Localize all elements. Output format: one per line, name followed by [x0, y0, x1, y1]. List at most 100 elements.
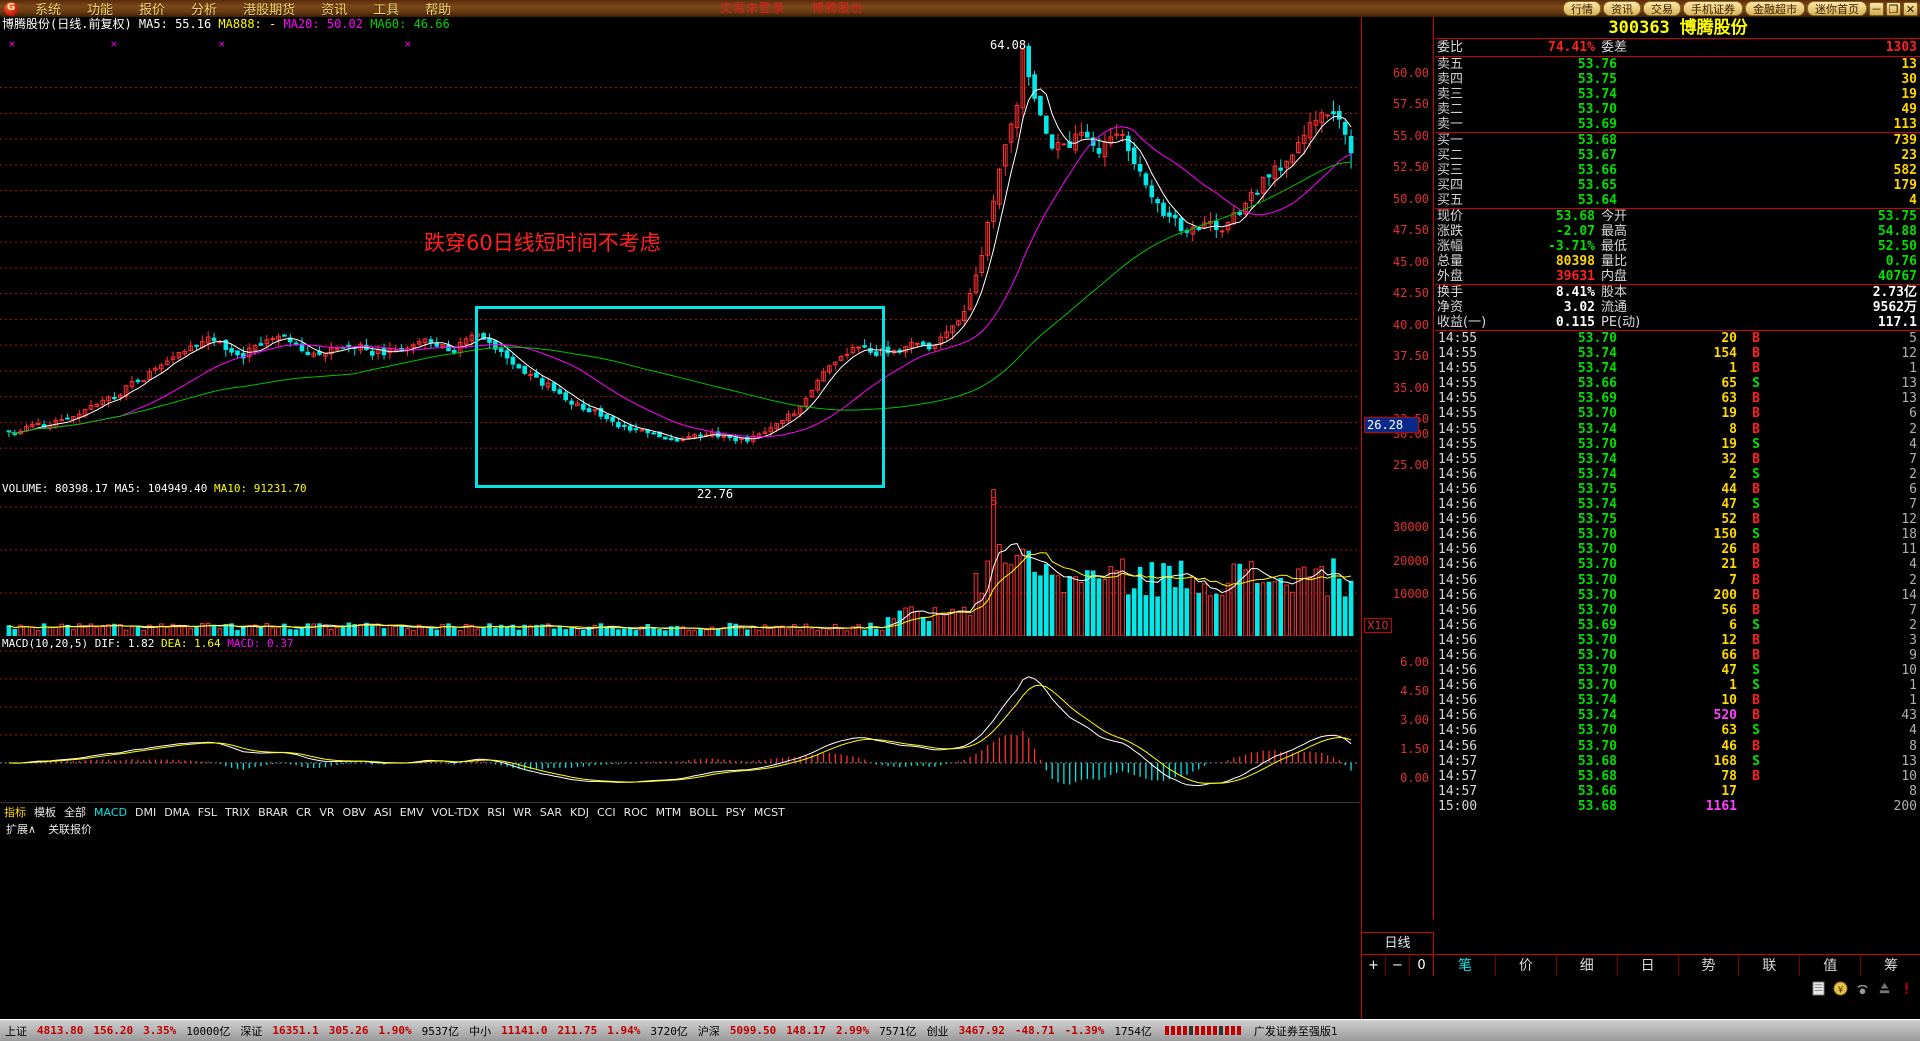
rtab-daily[interactable]: 日 — [1618, 955, 1679, 976]
tick-row[interactable]: 14:56 53.74 10 B 1 — [1435, 693, 1920, 708]
doc-icon[interactable] — [1811, 981, 1826, 996]
indicator-mtm[interactable]: MTM — [655, 805, 682, 819]
tick-row[interactable]: 14:56 53.70 7 B 2 — [1435, 573, 1920, 588]
indicator-rsi[interactable]: RSI — [487, 805, 506, 819]
close-button[interactable]: ✕ — [1903, 1, 1918, 16]
tick-row[interactable]: 14:56 53.74 2 S 2 — [1435, 467, 1920, 482]
tab-mini-home[interactable]: 迷你首页 — [1807, 1, 1867, 16]
indicator-fsl[interactable]: FSL — [197, 805, 217, 819]
indicator-psy[interactable]: PSY — [725, 805, 746, 819]
tick-row[interactable]: 14:55 53.74 32 B 7 — [1435, 452, 1920, 467]
rtab-value[interactable]: 值 — [1800, 955, 1862, 976]
tick-row[interactable]: 14:56 53.70 46 B 8 — [1435, 739, 1920, 754]
tick-row[interactable]: 14:55 53.66 65 S 13 — [1435, 376, 1920, 391]
tick-row[interactable]: 14:55 53.74 1 B 1 — [1435, 361, 1920, 376]
menu-item-hk-futures[interactable]: 港股期货 — [243, 3, 296, 18]
tick-row[interactable]: 14:56 53.74 47 S 7 — [1435, 497, 1920, 512]
indicator-cr[interactable]: CR — [296, 805, 312, 819]
ask-row[interactable]: 卖五 53.76 13 — [1435, 57, 1920, 72]
tick-row[interactable]: 14:57 53.68 78 B 10 — [1435, 769, 1920, 784]
period-selector[interactable]: 日线 — [1362, 932, 1434, 954]
template-label[interactable]: 模板 — [34, 805, 56, 819]
tick-row[interactable]: 14:56 53.75 52 B 12 — [1435, 512, 1920, 527]
tick-row[interactable]: 14:56 53.70 47 S 10 — [1435, 663, 1920, 678]
bid-row[interactable]: 买三 53.66 582 — [1435, 163, 1920, 178]
macd-pane[interactable]: MACD(10,20,5) DIF: 1.82 DEA: 1.64 MACD: … — [0, 636, 1360, 804]
zoom-controls[interactable]: + − 0 — [1362, 954, 1434, 976]
rtab-linked[interactable]: 联 — [1739, 955, 1801, 976]
bid-row[interactable]: 买五 53.64 4 — [1435, 193, 1920, 208]
menu-item-news[interactable]: 资讯 — [321, 3, 348, 18]
tick-row[interactable]: 15:00 53.68 1161 200 — [1435, 799, 1920, 814]
menu-item-function[interactable]: 功能 — [87, 3, 114, 18]
menu-item-system[interactable]: 系统 — [35, 3, 62, 18]
tick-list[interactable]: 14:55 53.70 20 B 5 14:55 53.74 154 B 12 14:55 53.74… — [1435, 331, 1920, 814]
ask-row[interactable]: 卖四 53.75 30 — [1435, 72, 1920, 87]
indicator-dma[interactable]: DMA — [164, 805, 190, 819]
rtab-trend[interactable]: 势 — [1679, 955, 1740, 976]
minimize-button[interactable]: － — [1869, 1, 1884, 16]
indicator-dmi[interactable]: DMI — [134, 805, 157, 819]
indicator-sar[interactable]: SAR — [539, 805, 563, 819]
tab-mobile-securities[interactable]: 手机证券 — [1683, 1, 1743, 16]
indicator-kdj[interactable]: KDJ — [570, 805, 589, 819]
indicator-emv[interactable]: EMV — [399, 805, 424, 819]
signal-icon[interactable] — [1855, 981, 1870, 996]
tick-row[interactable]: 14:55 53.74 154 B 12 — [1435, 346, 1920, 361]
tick-row[interactable]: 14:56 53.74 520 B 43 — [1435, 708, 1920, 723]
indicator-vol-tdx[interactable]: VOL-TDX — [431, 805, 480, 819]
zoom-reset-button[interactable]: 0 — [1417, 958, 1426, 973]
zoom-out-button[interactable]: − — [1386, 955, 1410, 976]
indicator-all[interactable]: 全部 — [64, 805, 86, 819]
tab-market[interactable]: 行情 — [1563, 1, 1601, 16]
menu-item-tools[interactable]: 工具 — [373, 3, 400, 18]
rtab-ticks[interactable]: 笔 — [1435, 955, 1496, 976]
right-quote-panel[interactable]: 60.00 57.50 55.00 52.50 50.00 47.50 45.0… — [1361, 17, 1920, 1020]
tick-row[interactable]: 14:55 53.69 63 B 13 — [1435, 391, 1920, 406]
rtab-chips[interactable]: 筹 — [1884, 958, 1899, 974]
upload-icon[interactable] — [1877, 981, 1892, 996]
tick-row[interactable]: 14:56 53.69 6 S 2 — [1435, 618, 1920, 633]
linked-quote-button[interactable]: 关联报价 — [48, 823, 93, 836]
indicator-macd[interactable]: MACD — [94, 805, 127, 819]
ask-row[interactable]: 卖一 53.69 113 — [1435, 117, 1920, 132]
chart-area[interactable]: × × × × 跌穿60日线短时间不考虑 64.08 22.76 VOLUME: 80… — [0, 31, 1360, 821]
tick-row[interactable]: 14:55 53.70 20 B 5 — [1435, 331, 1920, 346]
tick-row[interactable]: 14:56 53.70 63 S 4 — [1435, 723, 1920, 738]
alert-icon[interactable] — [1899, 981, 1914, 996]
tab-financial-mall[interactable]: 金融超市 — [1745, 1, 1805, 16]
expand-button[interactable]: 扩展∧ — [6, 823, 37, 836]
tick-row[interactable]: 14:55 53.70 19 B 6 — [1435, 406, 1920, 421]
indicator-toolbar[interactable]: 指标 模板 全部 MACD DMI DMA FSL TRIX BRAR CR V… — [0, 802, 1361, 821]
menu-item-quote[interactable]: 报价 — [139, 3, 166, 18]
menu-item-help[interactable]: 帮助 — [425, 3, 452, 18]
tick-row[interactable]: 14:57 53.68 168 S 13 — [1435, 754, 1920, 769]
rtab-price[interactable]: 价 — [1496, 955, 1557, 976]
ask-row[interactable]: 卖二 53.70 49 — [1435, 102, 1920, 117]
restore-button[interactable]: ❐ — [1886, 1, 1901, 16]
volume-pane[interactable]: VOLUME: 80398.17 MA5: 104949.40 MA10: 91… — [0, 481, 1360, 637]
tick-row[interactable]: 14:56 53.70 21 B 4 — [1435, 557, 1920, 572]
zoom-in-button[interactable]: + — [1362, 955, 1386, 976]
tick-row[interactable]: 14:56 53.70 1 S 1 — [1435, 678, 1920, 693]
extension-toolbar[interactable]: 扩展∧ 关联报价 — [0, 821, 1361, 837]
menu-item-analysis[interactable]: 分析 — [191, 3, 218, 18]
indicator-roc[interactable]: ROC — [623, 805, 648, 819]
indicator-cci[interactable]: CCI — [596, 805, 616, 819]
indicator-wr[interactable]: WR — [513, 805, 532, 819]
tick-row[interactable]: 14:56 53.70 66 B 9 — [1435, 648, 1920, 663]
indicator-vr[interactable]: VR — [319, 805, 335, 819]
status-bar[interactable]: 上证 4813.80 156.20 3.35% 10000亿 深证 16351.1 305.2… — [0, 1019, 1920, 1041]
tick-row[interactable]: 14:56 53.70 12 B 3 — [1435, 633, 1920, 648]
rtab-detail[interactable]: 细 — [1557, 955, 1618, 976]
right-panel-tabs[interactable]: 笔 价 细 日 势 联 值 筹 — [1435, 954, 1920, 976]
tab-news[interactable]: 资讯 — [1603, 1, 1641, 16]
indicator-obv[interactable]: OBV — [342, 805, 366, 819]
tick-row[interactable]: 14:56 53.70 200 B 14 — [1435, 588, 1920, 603]
indicator-mcst[interactable]: MCST — [753, 805, 785, 819]
tick-row[interactable]: 14:55 53.74 8 B 2 — [1435, 422, 1920, 437]
indicator-boll[interactable]: BOLL — [689, 805, 718, 819]
indicator-asi[interactable]: ASI — [373, 805, 392, 819]
tick-row[interactable]: 14:56 53.70 56 B 7 — [1435, 603, 1920, 618]
tick-row[interactable]: 14:56 53.75 44 B 6 — [1435, 482, 1920, 497]
